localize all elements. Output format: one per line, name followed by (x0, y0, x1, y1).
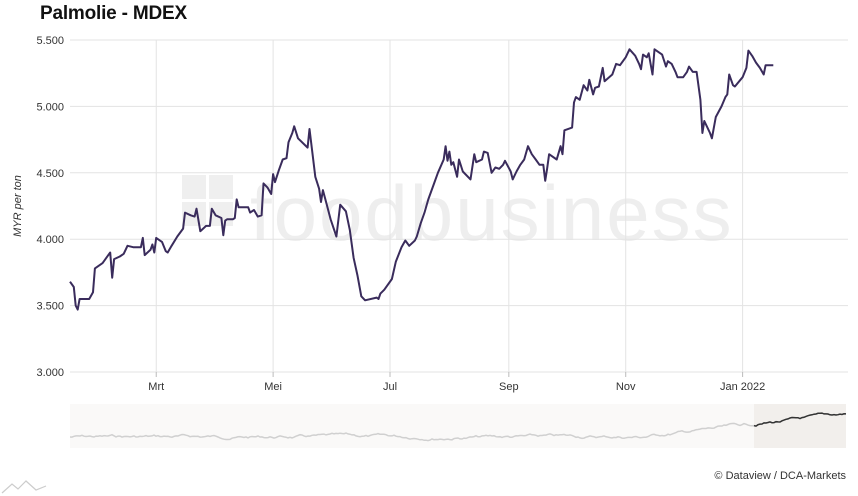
y-tick-label: 3.500 (36, 301, 64, 313)
navigator-selected-range[interactable] (754, 404, 846, 448)
x-tick-label: Mrt (148, 381, 164, 393)
x-tick-label: Mei (264, 381, 282, 393)
y-tick-labels: 3.000 3.500 4.000 4.500 5.000 5.500 (36, 35, 64, 379)
logo-mountain-icon (1, 480, 47, 494)
x-tick-label: Nov (616, 381, 636, 393)
gridlines (70, 39, 848, 377)
y-tick-label: 5.500 (36, 35, 64, 47)
navigator-background (70, 404, 846, 448)
watermark-text: foodbusiness (250, 169, 734, 257)
chart-title: Palmolie - MDEX (40, 3, 187, 24)
y-tick-label: 5.000 (36, 101, 64, 113)
y-tick-label: 4.500 (36, 168, 64, 180)
source-credit: © Dataview / DCA-Markets (714, 470, 846, 482)
watermark: foodbusiness (182, 169, 734, 257)
price-series-line (69, 48, 774, 311)
series-group (69, 48, 774, 311)
x-tick-labels: Mrt Mei Jul Sep Nov Jan 2022 (148, 381, 765, 393)
navigator-history-line (69, 412, 847, 442)
navigator[interactable] (69, 404, 847, 448)
navigator-selected-line (753, 412, 847, 427)
y-axis-label: MYR per ton (12, 175, 24, 237)
x-tick-label: Sep (499, 381, 519, 393)
x-tick-label: Jan 2022 (720, 381, 765, 393)
x-tick-label: Jul (383, 381, 397, 393)
watermark-logo-icon (182, 175, 233, 226)
y-tick-label: 3.000 (36, 367, 64, 379)
y-tick-label: 4.000 (36, 234, 64, 246)
